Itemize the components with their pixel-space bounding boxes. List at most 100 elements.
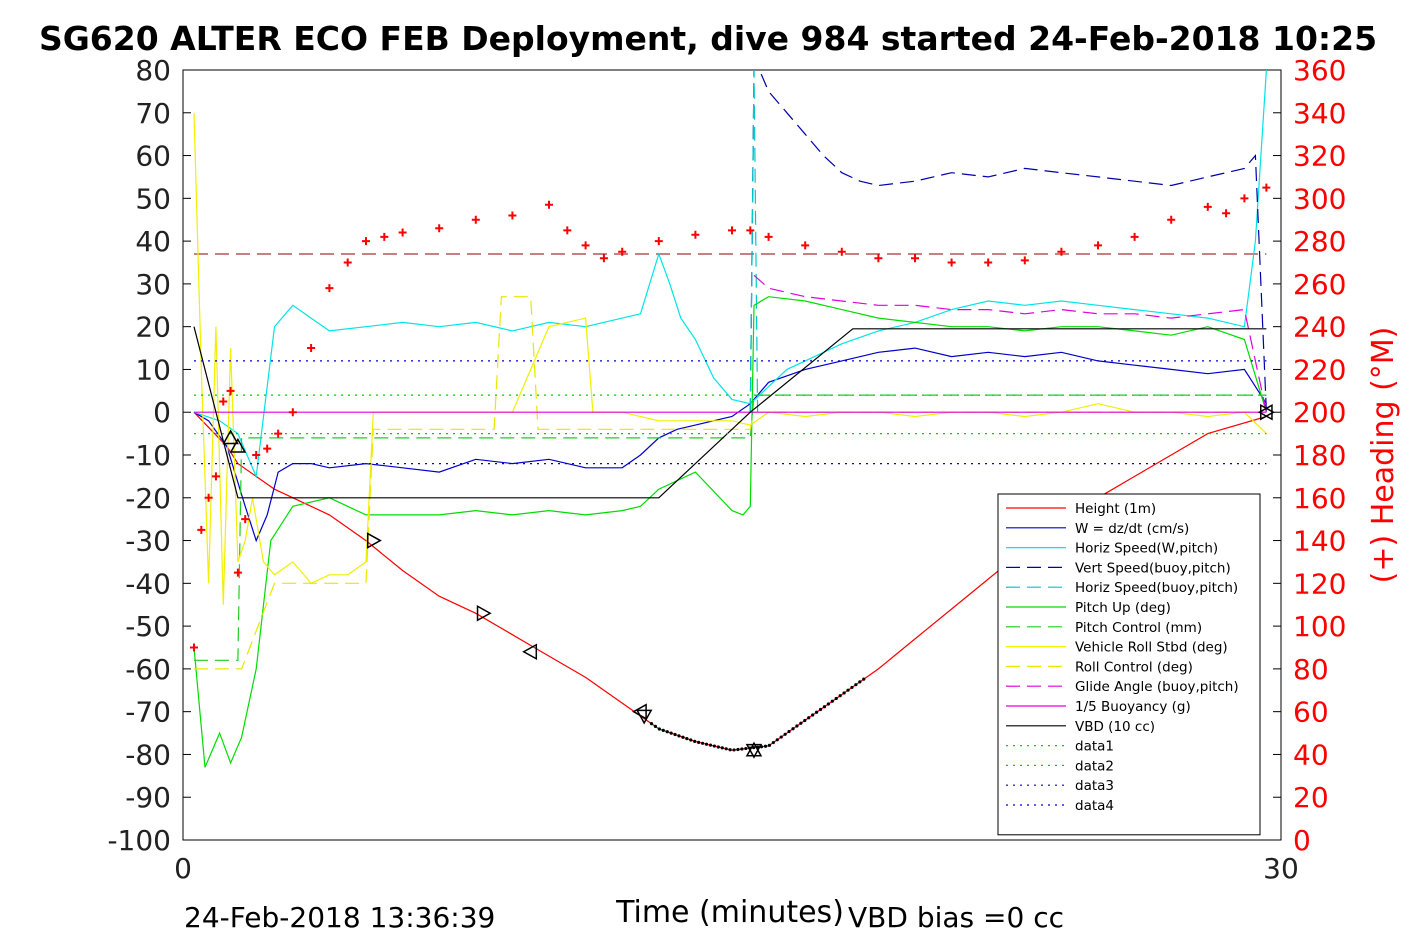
heading-point <box>599 254 608 263</box>
y-tick-label: -70 <box>125 696 171 729</box>
legend-label: Height (1m) <box>1075 501 1156 517</box>
sample-dot <box>712 744 716 748</box>
y2-tick-label: 340 <box>1293 97 1346 130</box>
y-tick-label: -30 <box>125 525 171 558</box>
heading-point <box>911 254 919 263</box>
heading-point <box>471 215 480 224</box>
chart-title: SG620 ALTER ECO FEB Deployment, dive 984… <box>39 19 1377 58</box>
sample-dot <box>708 743 713 747</box>
y2-tick-label: 20 <box>1293 781 1329 814</box>
sample-dot <box>763 744 768 748</box>
sample-dot <box>850 685 854 690</box>
legend-label: data2 <box>1075 758 1114 774</box>
sample-dot <box>838 694 842 698</box>
heading-point <box>380 232 389 241</box>
event-marker-triangle-up <box>229 437 247 453</box>
legend-label: data4 <box>1075 798 1114 814</box>
heading-point <box>947 258 956 267</box>
x-tick-label: 0 <box>174 852 192 885</box>
legend-box <box>997 493 1261 836</box>
sample-dot <box>752 746 756 750</box>
y2-tick-label: 180 <box>1293 439 1346 472</box>
y-tick-label: 20 <box>135 311 171 344</box>
y-tick-label: 40 <box>135 225 171 258</box>
y-tick-label: 70 <box>135 97 171 130</box>
heading-point <box>545 200 553 209</box>
heading-point <box>1240 194 1249 203</box>
legend-label: Horiz Speed(W,pitch) <box>1075 541 1218 557</box>
legend-label: Vert Speed(buoy,pitch) <box>1075 560 1231 576</box>
sample-dot <box>846 688 850 692</box>
heading-point <box>233 568 242 577</box>
y2-tick-label: 140 <box>1293 525 1346 558</box>
heading-point <box>1094 241 1102 250</box>
series-line-3 <box>193 70 1267 479</box>
heading-point <box>241 515 250 524</box>
sample-dot <box>744 746 748 751</box>
y2-tick-label: 300 <box>1293 182 1346 215</box>
sample-dot <box>775 738 779 742</box>
y2-tick-label: 280 <box>1293 225 1346 258</box>
y2-tick-label: 100 <box>1293 610 1346 643</box>
y-tick-label: -50 <box>125 610 171 643</box>
sample-dot <box>653 724 658 729</box>
sample-dot <box>834 696 838 701</box>
sample-dot <box>740 747 744 751</box>
series-line-7 <box>194 394 1267 661</box>
heading-point <box>189 643 198 652</box>
series-line-8 <box>193 112 1267 605</box>
series-line-5 <box>749 70 759 413</box>
heading-point <box>252 451 261 459</box>
sample-dot <box>787 729 791 734</box>
series-line-6 <box>193 296 1267 768</box>
event-markers <box>222 403 1275 759</box>
heading-point <box>343 258 352 267</box>
sample-dot <box>673 732 677 737</box>
sample-dot <box>693 739 697 743</box>
event-marker-triangle-left <box>522 643 538 661</box>
y2-tick-label: 240 <box>1293 311 1346 344</box>
sample-dot <box>799 721 803 725</box>
heading-point <box>211 472 220 481</box>
y-tick-label: 80 <box>135 54 171 87</box>
legend-label: Glide Angle (buoy,pitch) <box>1075 679 1239 695</box>
heading-point <box>563 226 572 235</box>
heading-point <box>398 228 407 237</box>
event-marker-triangle-right <box>1260 403 1275 421</box>
sample-dot <box>771 740 775 745</box>
legend-label: Roll Control (deg) <box>1075 659 1193 675</box>
y2-tick-label: 160 <box>1293 482 1346 515</box>
y-tick-label: 50 <box>135 182 171 215</box>
sample-dot <box>720 746 724 750</box>
y2-tick-label: 120 <box>1293 567 1346 600</box>
right-axis-label: (+) Heading (°M) <box>1366 327 1401 584</box>
heading-point <box>1262 183 1271 192</box>
y-tick-label: -90 <box>125 781 171 814</box>
event-marker-triangle-right <box>366 532 382 549</box>
sample-dot <box>807 716 811 720</box>
heading-point <box>728 226 736 235</box>
sample-dot <box>803 718 807 723</box>
heading-point <box>764 232 773 241</box>
heading-point <box>1130 232 1139 241</box>
sample-dot <box>704 742 709 746</box>
event-marker-triangle-down <box>635 709 653 725</box>
heading-point <box>618 247 627 256</box>
sample-dot <box>826 702 830 706</box>
sample-dot <box>818 707 823 712</box>
sample-dot <box>677 734 681 738</box>
heading-point <box>307 344 316 353</box>
event-marker-triangle-right <box>476 605 492 622</box>
legend-label: Pitch Up (deg) <box>1075 600 1171 616</box>
footer-timestamp: 24-Feb-2018 13:36:39 <box>184 901 495 934</box>
heading-point <box>508 211 517 220</box>
sample-dot <box>783 732 787 736</box>
y2-tick-label: 200 <box>1293 396 1346 429</box>
heading-point <box>263 444 272 453</box>
sample-dot <box>795 724 799 728</box>
sample-dot <box>811 713 815 717</box>
sample-dot <box>700 741 705 745</box>
right-axis-ticks: 3603403203002802602402202001801601401201… <box>1273 54 1346 857</box>
heading-point <box>226 386 235 395</box>
heading-point <box>1222 209 1231 218</box>
